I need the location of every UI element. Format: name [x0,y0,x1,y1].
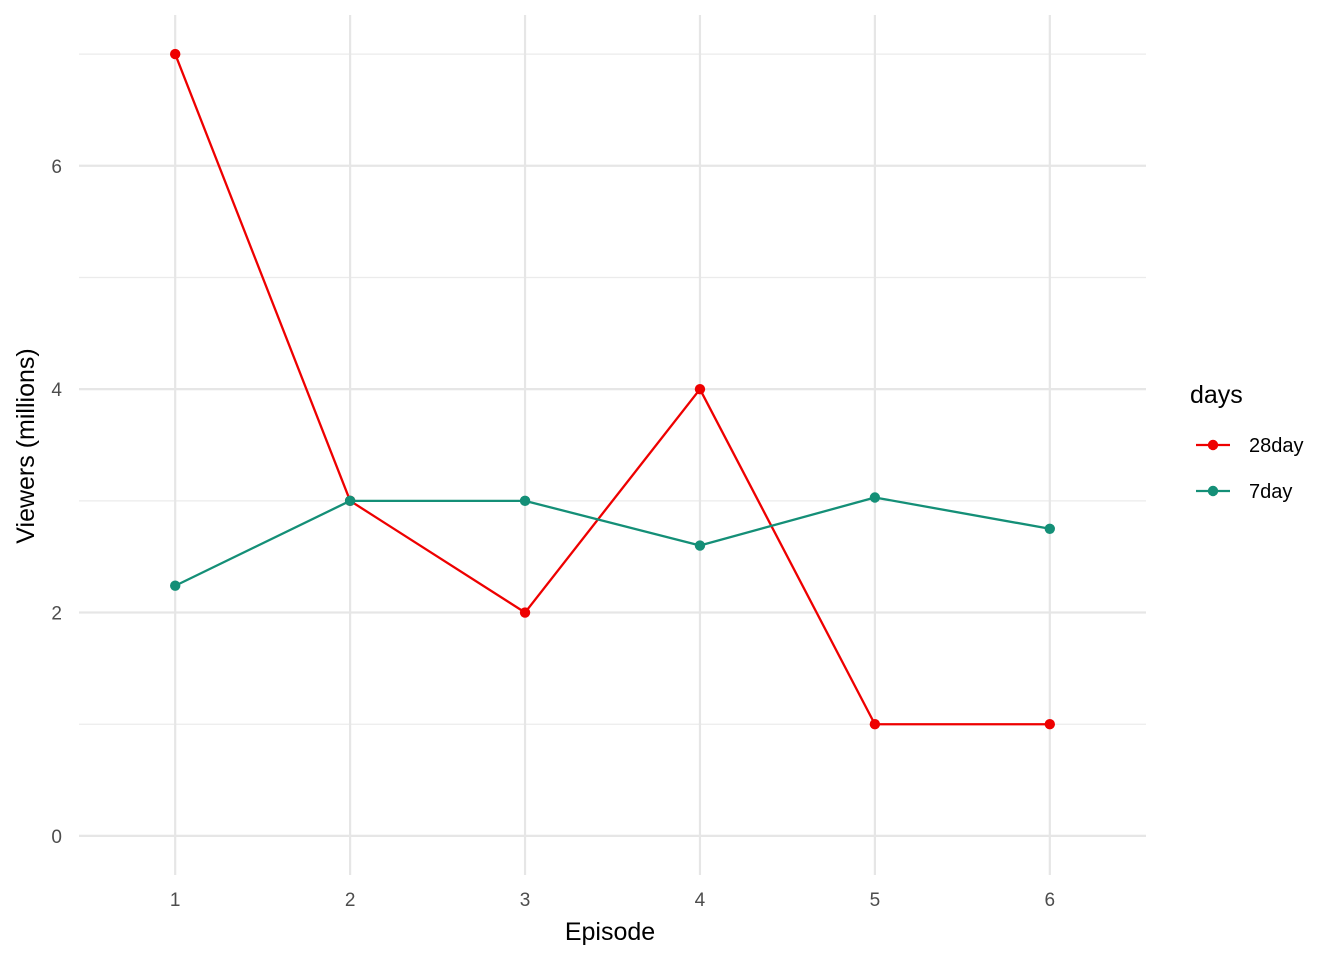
data-point-7day [344,495,356,507]
x-tick-label: 1 [170,890,181,911]
legend-key-point [1207,485,1219,497]
x-tick-label: 6 [1045,890,1056,911]
y-tick-label: 4 [51,380,62,401]
y-tick-label: 6 [51,157,62,178]
x-tick-label: 5 [870,890,881,911]
x-tick-label: 4 [695,890,706,911]
x-axis-tick-labels: 1 2 3 4 5 6 [170,890,1055,911]
y-axis-tick-labels: 0 2 4 6 [51,157,62,848]
y-tick-label: 2 [51,604,62,625]
legend-label: 28day [1249,435,1304,457]
series-layer [170,48,1055,730]
x-axis-title: Episode [565,918,655,946]
data-point-7day [1044,523,1055,534]
data-point-7day [869,492,881,503]
data-point-28day [1044,719,1055,730]
legend-items: 28day 7day [1196,435,1304,503]
legend-key-point [1207,439,1219,451]
data-point-7day [694,540,706,551]
series-line-7day [174,496,1051,587]
y-axis-title: Viewers (millions) [12,348,40,543]
data-point-7day [170,580,181,591]
data-point-28day [869,719,881,730]
data-point-7day [519,495,531,507]
data-point-28day [694,383,706,395]
legend-label: 7day [1249,481,1292,503]
major-gridlines [79,15,1146,875]
x-tick-label: 2 [345,890,356,911]
legend: days 28day 7day [1190,381,1304,503]
legend-title: days [1190,381,1243,409]
data-point-28day [170,48,181,60]
legend-item-28day: 28day [1196,435,1304,457]
data-point-28day [519,607,531,618]
y-tick-label: 0 [51,827,62,848]
legend-item-7day: 7day [1196,481,1292,503]
x-tick-label: 3 [520,890,531,911]
series-line-28day [174,53,1050,726]
